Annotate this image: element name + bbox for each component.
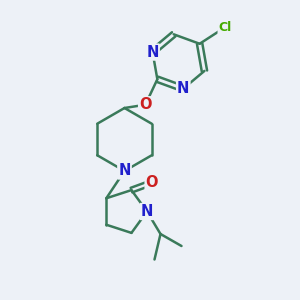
Text: N: N bbox=[177, 81, 190, 96]
Text: N: N bbox=[146, 45, 159, 60]
Text: O: O bbox=[139, 97, 152, 112]
Text: Cl: Cl bbox=[218, 21, 232, 34]
Text: O: O bbox=[146, 175, 158, 190]
Text: N: N bbox=[141, 204, 153, 219]
Text: N: N bbox=[118, 164, 131, 178]
